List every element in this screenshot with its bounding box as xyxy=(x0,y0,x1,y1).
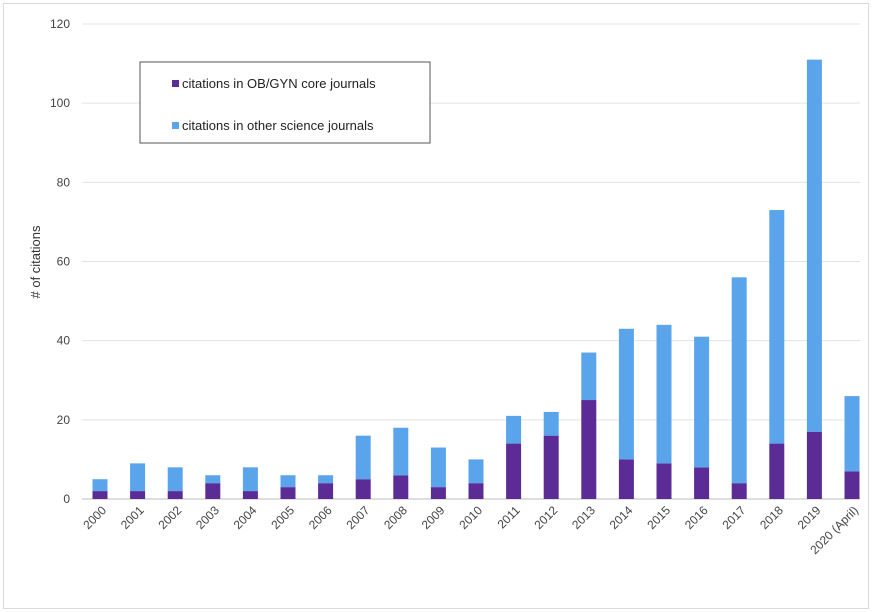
bar-other-science-segment xyxy=(806,59,822,432)
bar-ob-gyn-segment xyxy=(205,483,221,499)
bar-ob-gyn-segment xyxy=(355,479,371,499)
bar-ob-gyn-segment xyxy=(543,435,559,499)
x-tick-label: 2009 xyxy=(419,503,448,532)
bar-other-science-segment xyxy=(242,467,258,492)
x-tick-label: 2003 xyxy=(193,503,222,532)
bar-other-science-segment xyxy=(468,459,484,484)
legend-label-other-science: citations in other science journals xyxy=(182,118,374,133)
legend-label-ob-gyn: citations in OB/GYN core journals xyxy=(182,76,376,91)
x-tick-label: 2008 xyxy=(381,503,410,532)
bar-other-science-segment xyxy=(506,415,522,444)
x-tick-label: 2010 xyxy=(456,503,485,532)
bar-other-science-segment xyxy=(731,277,747,484)
bar-other-science-segment xyxy=(393,427,409,476)
x-tick-label: 2016 xyxy=(682,503,711,532)
legend-swatch-other-science xyxy=(172,122,179,129)
bar-ob-gyn-segment xyxy=(731,483,747,499)
bar-other-science-segment xyxy=(355,435,371,480)
x-axis-ticks: 2000 2001 2002 2003 2004 2005 2006 2007 2008 2009… xyxy=(80,503,861,557)
x-tick-label: 2018 xyxy=(757,503,786,532)
bar-ob-gyn-segment xyxy=(130,491,146,499)
x-tick-label: 2014 xyxy=(607,503,636,532)
x-tick-label: 2007 xyxy=(344,503,373,532)
bar-ob-gyn-segment xyxy=(769,443,785,499)
y-tick-label: 80 xyxy=(57,175,71,189)
bar-ob-gyn-segment xyxy=(430,487,446,499)
x-tick-label: 2015 xyxy=(644,503,673,532)
bar-ob-gyn-segment xyxy=(694,467,710,499)
bar-other-science-segment xyxy=(130,463,146,492)
y-axis-ticks: 0 20 40 60 80 100 120 xyxy=(50,17,70,506)
x-tick-label: 2012 xyxy=(532,503,561,532)
bar-other-science-segment xyxy=(543,411,559,436)
x-tick-label: 2006 xyxy=(306,503,335,532)
bar-other-science-segment xyxy=(618,328,634,460)
x-tick-label: 2017 xyxy=(720,503,749,532)
bar-ob-gyn-segment xyxy=(506,443,522,499)
y-tick-label: 120 xyxy=(50,17,70,31)
bar-ob-gyn-segment xyxy=(618,459,634,499)
bar-other-science-segment xyxy=(694,336,710,468)
bar-other-science-segment xyxy=(205,475,221,484)
bar-ob-gyn-segment xyxy=(844,471,860,499)
legend-swatch-ob-gyn xyxy=(172,80,179,87)
bar-ob-gyn-segment xyxy=(92,491,108,499)
bar-ob-gyn-segment xyxy=(167,491,183,499)
y-tick-label: 40 xyxy=(57,334,71,348)
bar-other-science-segment xyxy=(769,210,785,444)
legend-box xyxy=(139,61,431,144)
bar-other-science-segment xyxy=(430,447,446,488)
bar-ob-gyn-segment xyxy=(242,491,258,499)
bar-other-science-segment xyxy=(581,352,597,401)
y-tick-label: 20 xyxy=(57,413,71,427)
y-axis-title: # of citations xyxy=(28,225,43,298)
legend: citations in OB/GYN core journals citati… xyxy=(139,61,431,144)
x-tick-label: 2002 xyxy=(156,503,185,532)
x-tick-label: 2001 xyxy=(118,503,147,532)
x-tick-label: 2013 xyxy=(569,503,598,532)
bar-other-science-segment xyxy=(656,324,672,464)
x-tick-label: 2000 xyxy=(80,503,109,532)
bars xyxy=(92,59,860,499)
y-tick-label: 60 xyxy=(57,255,71,269)
bar-ob-gyn-segment xyxy=(468,483,484,499)
y-tick-label: 100 xyxy=(50,96,70,110)
bar-other-science-segment xyxy=(318,475,334,484)
bar-ob-gyn-segment xyxy=(806,431,822,499)
bar-ob-gyn-segment xyxy=(656,463,672,499)
bar-ob-gyn-segment xyxy=(393,475,409,499)
bar-other-science-segment xyxy=(92,479,108,492)
bar-other-science-segment xyxy=(167,467,183,492)
bar-ob-gyn-segment xyxy=(318,483,334,499)
bar-other-science-segment xyxy=(280,475,296,488)
bar-other-science-segment xyxy=(844,396,860,472)
y-tick-label: 0 xyxy=(63,492,70,506)
x-tick-label: 2005 xyxy=(268,503,297,532)
x-tick-label: 2004 xyxy=(231,503,260,532)
x-tick-label: 2011 xyxy=(495,503,523,531)
bar-ob-gyn-segment xyxy=(280,487,296,499)
bar-ob-gyn-segment xyxy=(581,400,597,499)
x-tick-label: 2019 xyxy=(795,503,824,532)
